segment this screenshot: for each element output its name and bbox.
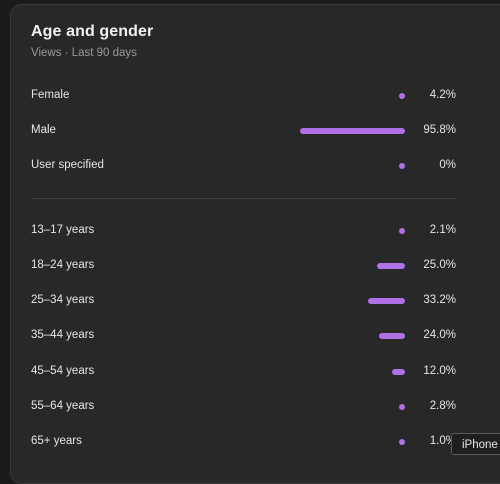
gender-row-female: Female 4.2% [31, 86, 456, 106]
row-percent: 0% [439, 159, 456, 171]
gender-row-male: Male 95.8% [31, 121, 456, 141]
row-bar [399, 404, 405, 410]
row-bar [399, 228, 405, 234]
row-bar [300, 128, 405, 134]
row-label: 35–44 years [31, 329, 95, 341]
row-label: Female [31, 89, 70, 101]
row-bar [392, 369, 405, 375]
age-row-18-24: 18–24 years 25.0% [31, 256, 456, 276]
section-divider [31, 198, 456, 199]
row-bar [379, 333, 405, 339]
gender-row-user-specified: User specified 0% [31, 156, 456, 176]
card-title: Age and gender [31, 23, 154, 40]
age-row-25-34: 25–34 years 33.2% [31, 291, 456, 311]
row-bar [399, 163, 405, 169]
age-row-55-64: 55–64 years 2.8% [31, 397, 456, 417]
row-percent: 4.2% [429, 89, 456, 101]
row-bar [399, 93, 405, 99]
row-label: 45–54 years [31, 365, 95, 377]
row-percent: 24.0% [423, 329, 456, 341]
card-subtitle: Views · Last 90 days [31, 47, 137, 59]
row-bar [377, 263, 405, 269]
age-row-45-54: 45–54 years 12.0% [31, 362, 456, 382]
row-percent: 12.0% [423, 365, 456, 377]
row-percent: 2.8% [429, 400, 456, 412]
device-tooltip: iPhone [451, 433, 500, 455]
age-row-35-44: 35–44 years 24.0% [31, 326, 456, 346]
row-percent: 95.8% [423, 124, 456, 136]
row-percent: 1.0% [429, 435, 456, 447]
age-row-13-17: 13–17 years 2.1% [31, 221, 456, 241]
row-label: 18–24 years [31, 259, 95, 271]
row-label: User specified [31, 159, 104, 171]
row-label: 13–17 years [31, 224, 95, 236]
age-gender-card [10, 4, 500, 484]
row-label: Male [31, 124, 56, 136]
row-bar [368, 298, 405, 304]
row-label: 65+ years [31, 435, 82, 447]
row-percent: 25.0% [423, 259, 456, 271]
row-bar [399, 439, 405, 445]
row-label: 55–64 years [31, 400, 95, 412]
age-row-65-plus: 65+ years 1.0% [31, 432, 456, 452]
row-label: 25–34 years [31, 294, 95, 306]
row-percent: 2.1% [429, 224, 456, 236]
row-percent: 33.2% [423, 294, 456, 306]
